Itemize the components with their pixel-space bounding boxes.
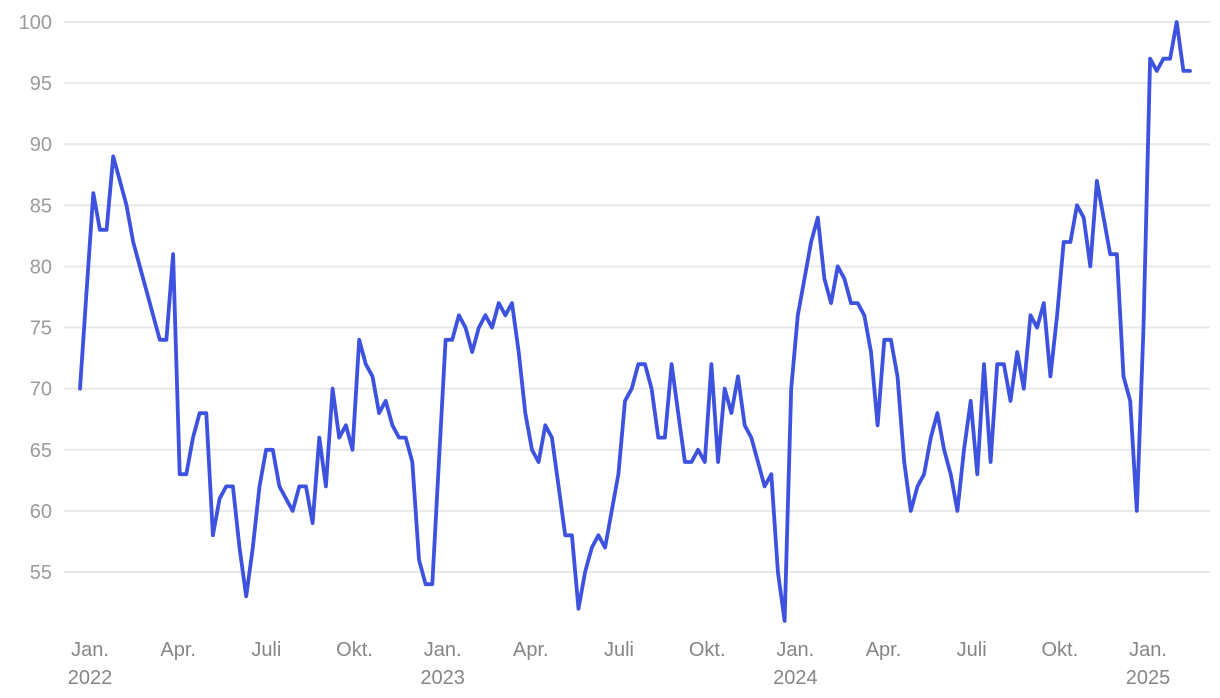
x-axis-label: Jan. (1129, 639, 1167, 661)
x-axis-year-label: 2023 (420, 667, 465, 689)
y-axis-label: 100 (19, 12, 52, 34)
x-axis-label: Juli (251, 639, 281, 661)
x-axis-label: Juli (604, 639, 634, 661)
x-axis-label: Okt. (1041, 639, 1078, 661)
x-axis-label: Jan. (424, 639, 462, 661)
x-axis-label: Okt. (689, 639, 726, 661)
x-axis-year-label: 2022 (68, 667, 113, 689)
y-axis-label: 80 (30, 256, 52, 278)
y-axis-label: 55 (30, 562, 52, 584)
x-axis-label: Jan. (71, 639, 109, 661)
y-axis-label: 70 (30, 379, 52, 401)
x-axis-label: Okt. (336, 639, 373, 661)
y-axis-label: 65 (30, 440, 52, 462)
y-axis-label: 85 (30, 195, 52, 217)
x-axis-label: Jan. (776, 639, 814, 661)
x-axis-year-label: 2025 (1126, 667, 1171, 689)
x-axis-label: Apr. (513, 639, 549, 661)
x-axis-label: Apr. (160, 639, 196, 661)
x-axis-label: Apr. (866, 639, 902, 661)
y-axis-label: 75 (30, 318, 52, 340)
x-axis-year-label: 2024 (773, 667, 818, 689)
trend-line[interactable] (78, 20, 1192, 623)
x-axis-label: Juli (957, 639, 987, 661)
y-axis-label: 90 (30, 134, 52, 156)
y-axis-label: 60 (30, 501, 52, 523)
y-axis-label: 95 (30, 73, 52, 95)
